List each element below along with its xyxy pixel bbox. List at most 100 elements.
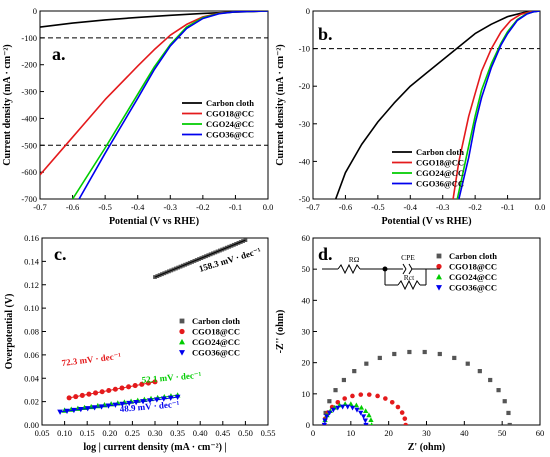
y-tick-label: -700 [21,194,37,204]
data-point [363,408,369,414]
legend-swatch [179,338,185,345]
data-point [341,377,346,383]
y-axis-label: Current density (mA · cm⁻²) [275,44,286,165]
data-point [333,388,338,393]
x-tick-label: -0.3 [164,202,177,212]
data-point [477,369,482,374]
x-tick-label: 60 [536,428,545,438]
slope-annotation: 158.3 mV · dec⁻¹ [198,245,263,273]
panel-label: a. [52,44,66,64]
series-line [458,11,540,199]
data-point [496,388,501,393]
x-tick-label: 0.10 [57,428,72,438]
x-tick-label: 0.25 [125,428,140,438]
legend-label: CGO36@CC [206,130,254,140]
data-point [335,405,341,411]
legend-label: CGO24@CC [449,272,497,282]
fit-line [69,381,156,399]
y-tick-label: 10 [302,389,311,399]
legend-label: CGO36@CC [416,179,464,189]
y-tick-label: -400 [21,113,37,123]
cpe-symbol [408,268,413,275]
x-tick-label: -0.7 [306,202,319,212]
x-tick-label: 0.45 [215,428,230,438]
data-point [360,414,367,420]
data-point [383,396,388,401]
data-point [362,418,368,424]
legend-swatch [436,285,442,291]
x-tick-label: 0.40 [193,428,208,438]
x-tick-label: -0.2 [196,202,209,212]
panel-b: -0.7 -0.6 -0.5 -0.4 -0.3 -0.2 -0.1 0.0 0 -10 -20 -3… [275,6,545,227]
data-point [465,361,470,366]
x-tick-label: 50 [498,428,507,438]
circuit-label: RΩ [349,255,360,264]
legend-swatch [179,318,185,324]
x-tick-label: -0.1 [501,202,514,212]
panel-c: 0.05 0.10 0.15 0.20 0.25 0.30 0.35 0.40 0.45 0.50… [4,233,275,453]
plot-frame [312,237,541,426]
y-tick-label: 20 [302,358,311,368]
data-point [399,410,405,415]
y-tick-label: -500 [21,140,37,150]
data-point [358,392,364,397]
x-axis-label: Z' (ohm) [408,442,446,453]
circuit-label: CPE [401,253,415,262]
plot-frame [39,10,269,200]
series-line [452,11,540,199]
circuit-label: Rct [404,273,415,282]
y-tick-label: 30 [302,327,311,337]
data-point [507,422,512,425]
y-tick-label: -200 [21,60,37,70]
data-point [321,422,327,425]
legend-swatch [179,328,185,335]
data-point [345,404,351,410]
data-point [353,402,360,408]
x-tick-label: 0.50 [238,428,253,438]
y-tick-label: 0.14 [24,256,40,266]
cpe-symbol [408,263,413,270]
data-layer [321,349,512,425]
data-point [366,412,372,418]
data-point [57,409,63,415]
y-tick-label: -30 [299,119,310,129]
series-line [40,11,268,28]
y-tick-label: -600 [21,167,37,177]
data-point [368,417,374,423]
legend-label: CGO18@CC [192,327,240,337]
y-tick-label: -300 [21,87,37,97]
x-tick-label: 30 [422,428,431,438]
x-tick-label: 0.55 [261,428,276,438]
y-tick-label: 0.08 [24,327,39,337]
legend-label: CGO24@CC [206,119,254,129]
x-tick-label: -0.6 [339,202,352,212]
x-axis-label: Potential (V vs RHE) [109,216,199,227]
x-tick-label: 0.0 [535,202,546,212]
data-point [364,361,369,366]
y-tick-label: 0 [306,6,310,16]
panel-d: 0 10 20 30 40 50 60 0 10 20 30 40 50 60 Z' (ohm) -Z'' (… [275,233,544,453]
x-tick-label: 0.35 [170,428,185,438]
resistor-symbol [337,263,361,275]
y-tick-label: 0.06 [24,350,39,360]
legend-label: CGO36@CC [449,283,497,293]
data-point [340,404,346,410]
x-tick-label: -0.7 [33,202,46,212]
data-point [437,351,442,357]
cpe-symbol [402,263,407,270]
slope-annotation: 72.3 mV · dec⁻¹ [61,351,122,368]
data-point [395,404,401,410]
legend-label: Carbon cloth [416,147,464,157]
panel-label: d. [318,244,333,264]
x-tick-label: 20 [384,428,393,438]
data-point [363,422,369,425]
x-tick-label: 0.0 [263,202,274,212]
y-tick-label: -50 [299,194,310,204]
data-point [366,392,372,397]
y-tick-label: 0.10 [24,303,39,313]
data-layer [334,11,540,199]
panel-a: -0.7 -0.6 -0.5 -0.4 -0.3 -0.2 -0.1 0.0 0 -100 -200… [2,6,273,227]
y-tick-label: 0.04 [24,373,40,383]
data-point [370,422,374,425]
data-point [402,416,408,421]
